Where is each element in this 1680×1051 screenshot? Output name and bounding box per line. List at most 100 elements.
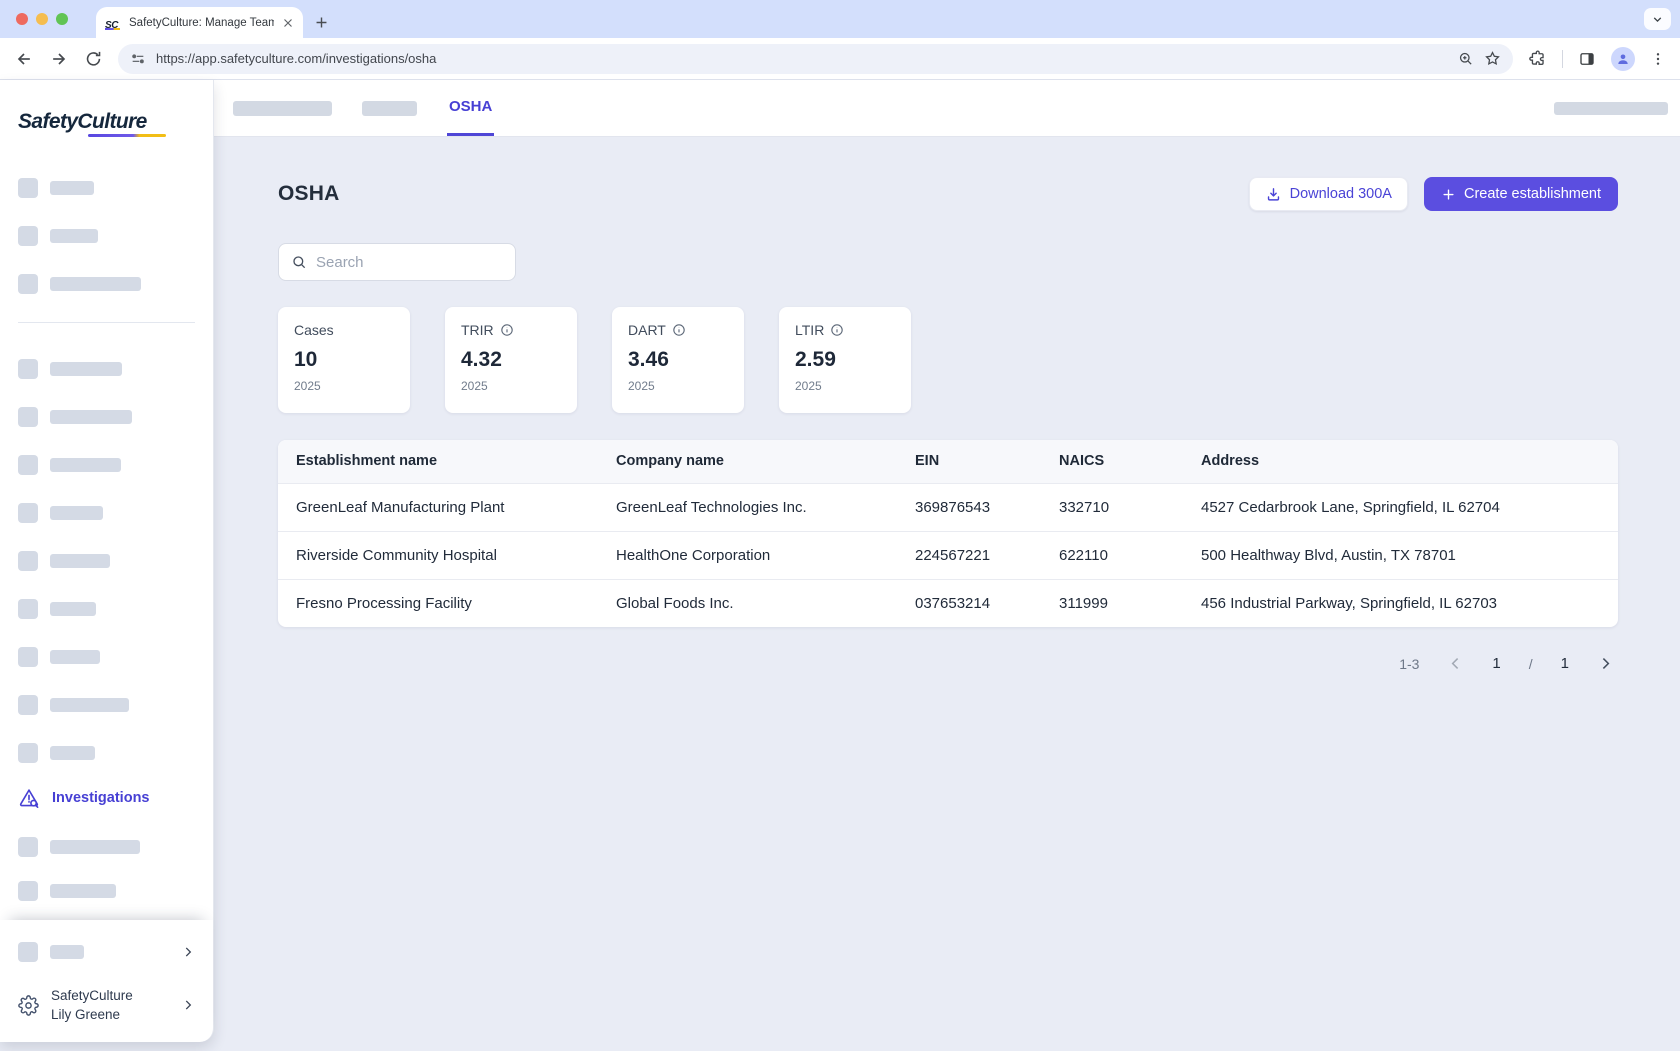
table-cell: 224567221: [897, 530, 1041, 579]
table-cell: HealthOne Corporation: [598, 530, 897, 579]
browser-menu-kebab-icon[interactable]: [1650, 51, 1666, 67]
tab-title: SafetyCulture: Manage Teams and...: [129, 16, 274, 29]
info-icon[interactable]: [830, 323, 844, 337]
sidebar-collapsed-row[interactable]: [18, 942, 195, 962]
safetyculture-favicon: SC: [105, 19, 120, 31]
sidebar-skeleton-item: [18, 274, 195, 294]
sidebar-skeleton-item: [18, 695, 195, 715]
tab-search-chevron-icon[interactable]: [1644, 8, 1671, 30]
skeleton-bar: [50, 945, 84, 959]
side-panel-icon[interactable]: [1578, 50, 1596, 68]
zoom-page-icon[interactable]: [1457, 50, 1474, 67]
new-tab-button[interactable]: [313, 14, 330, 31]
pagination-next-icon[interactable]: [1597, 655, 1614, 672]
osha-page: OSHA Download 300A Create establishment: [214, 137, 1680, 672]
sidebar-skeleton-item: [18, 455, 195, 475]
browser-toolbar: https://app.safetyculture.com/investigat…: [0, 38, 1680, 80]
bookmark-star-icon[interactable]: [1484, 50, 1501, 67]
search-icon: [291, 254, 307, 270]
pagination-total-pages: 1: [1560, 655, 1569, 672]
column-header-ein: EIN: [897, 440, 1041, 483]
sidebar-skeleton-item: [18, 503, 195, 523]
info-icon[interactable]: [500, 323, 514, 337]
page-tab-bar: OSHA: [214, 80, 1680, 137]
workspace-user-name: Lily Greene: [51, 1007, 121, 1022]
table-row[interactable]: Fresno Processing Facility Global Foods I…: [278, 578, 1618, 627]
reload-icon[interactable]: [84, 49, 103, 68]
table-cell: 500 Healthway Blvd, Austin, TX 78701: [1183, 530, 1618, 579]
browser-tabstrip: SC SafetyCulture: Manage Teams and...: [0, 0, 1680, 38]
sidebar-skeleton-item: [18, 647, 195, 667]
browser-tab[interactable]: SC SafetyCulture: Manage Teams and...: [96, 7, 303, 38]
table-cell: 622110: [1041, 530, 1183, 579]
browser-profile-avatar[interactable]: [1611, 46, 1635, 71]
sidebar: SafetyCulture: [0, 80, 214, 1042]
sidebar-nav: Investigations: [0, 138, 213, 920]
table-cell: 311999: [1041, 578, 1183, 627]
workspace-switcher[interactable]: SafetyCulture Lily Greene: [18, 986, 195, 1024]
table-header-row: Establishment name Company name EIN NAIC…: [278, 440, 1618, 483]
stat-card-cases: Cases 10 2025: [278, 307, 410, 413]
table-row[interactable]: GreenLeaf Manufacturing Plant GreenLeaf T…: [278, 482, 1618, 531]
url-text: https://app.safetyculture.com/investigat…: [156, 51, 437, 66]
sidebar-skeleton-item: [18, 407, 195, 427]
pagination-current-page: 1: [1492, 655, 1501, 672]
establishments-table: Establishment name Company name EIN NAIC…: [278, 440, 1618, 627]
sidebar-divider: [18, 322, 195, 323]
investigations-icon: [18, 787, 40, 809]
extensions-icon[interactable]: [1528, 49, 1547, 68]
table-cell: GreenLeaf Technologies Inc.: [598, 482, 897, 531]
stat-year: 2025: [461, 379, 488, 393]
tab-osha[interactable]: OSHA: [447, 80, 495, 136]
chevron-right-icon: [181, 998, 195, 1012]
column-header-company: Company name: [598, 440, 897, 483]
workspace-org-name: SafetyCulture: [51, 988, 133, 1003]
maximize-window-button[interactable]: [56, 13, 68, 25]
table-cell: GreenLeaf Manufacturing Plant: [278, 482, 598, 531]
skeleton-icon: [18, 942, 38, 962]
sidebar-bottom-panel: SafetyCulture Lily Greene: [0, 920, 213, 1042]
forward-icon[interactable]: [49, 49, 69, 69]
sidebar-skeleton-item: [18, 551, 195, 571]
stat-card-dart: DART 3.46 2025: [612, 307, 744, 413]
header-right-skeleton: [1554, 101, 1668, 115]
stat-value: 2.59: [795, 348, 836, 371]
main-content: OSHA OSHA Download 300A: [214, 80, 1680, 1051]
column-header-naics: NAICS: [1041, 440, 1183, 483]
chevron-right-icon: [181, 945, 195, 959]
minimize-window-button[interactable]: [36, 13, 48, 25]
table-cell: Riverside Community Hospital: [278, 530, 598, 579]
sidebar-item-investigations[interactable]: Investigations: [18, 785, 195, 811]
table-cell: 332710: [1041, 482, 1183, 531]
table-row[interactable]: Riverside Community Hospital HealthOne Co…: [278, 530, 1618, 579]
logo-gradient-underline: [88, 134, 166, 137]
close-window-button[interactable]: [16, 13, 28, 25]
stat-card-ltir: LTIR 2.59 2025: [779, 307, 911, 413]
safetyculture-logo: SafetyCulture: [18, 110, 213, 138]
create-establishment-button[interactable]: Create establishment: [1423, 177, 1618, 211]
sidebar-item-label: Investigations: [52, 790, 150, 806]
stat-value: 10: [294, 348, 318, 371]
download-300a-button[interactable]: Download 300A: [1248, 177, 1408, 211]
table-cell: Global Foods Inc.: [598, 578, 897, 627]
tab-skeleton: [362, 100, 417, 116]
search-input[interactable]: [316, 253, 503, 271]
toolbar-divider: [1562, 49, 1563, 68]
site-info-icon[interactable]: [130, 51, 146, 67]
pagination-prev-icon[interactable]: [1447, 655, 1464, 672]
pagination-separator: /: [1528, 655, 1533, 672]
table-cell: 456 Industrial Parkway, Springfield, IL …: [1183, 578, 1618, 627]
back-icon[interactable]: [14, 49, 34, 69]
page-title: OSHA: [278, 182, 340, 205]
sidebar-skeleton-item: [18, 881, 195, 901]
stat-year: 2025: [628, 379, 655, 393]
plus-icon: [1441, 187, 1456, 202]
info-icon[interactable]: [672, 323, 686, 337]
sidebar-skeleton-item: [18, 226, 195, 246]
close-tab-icon[interactable]: [281, 16, 295, 30]
address-bar[interactable]: https://app.safetyculture.com/investigat…: [118, 43, 1513, 74]
search-box: [278, 243, 516, 281]
sidebar-skeleton-item: [18, 359, 195, 379]
table-cell: 369876543: [897, 482, 1041, 531]
